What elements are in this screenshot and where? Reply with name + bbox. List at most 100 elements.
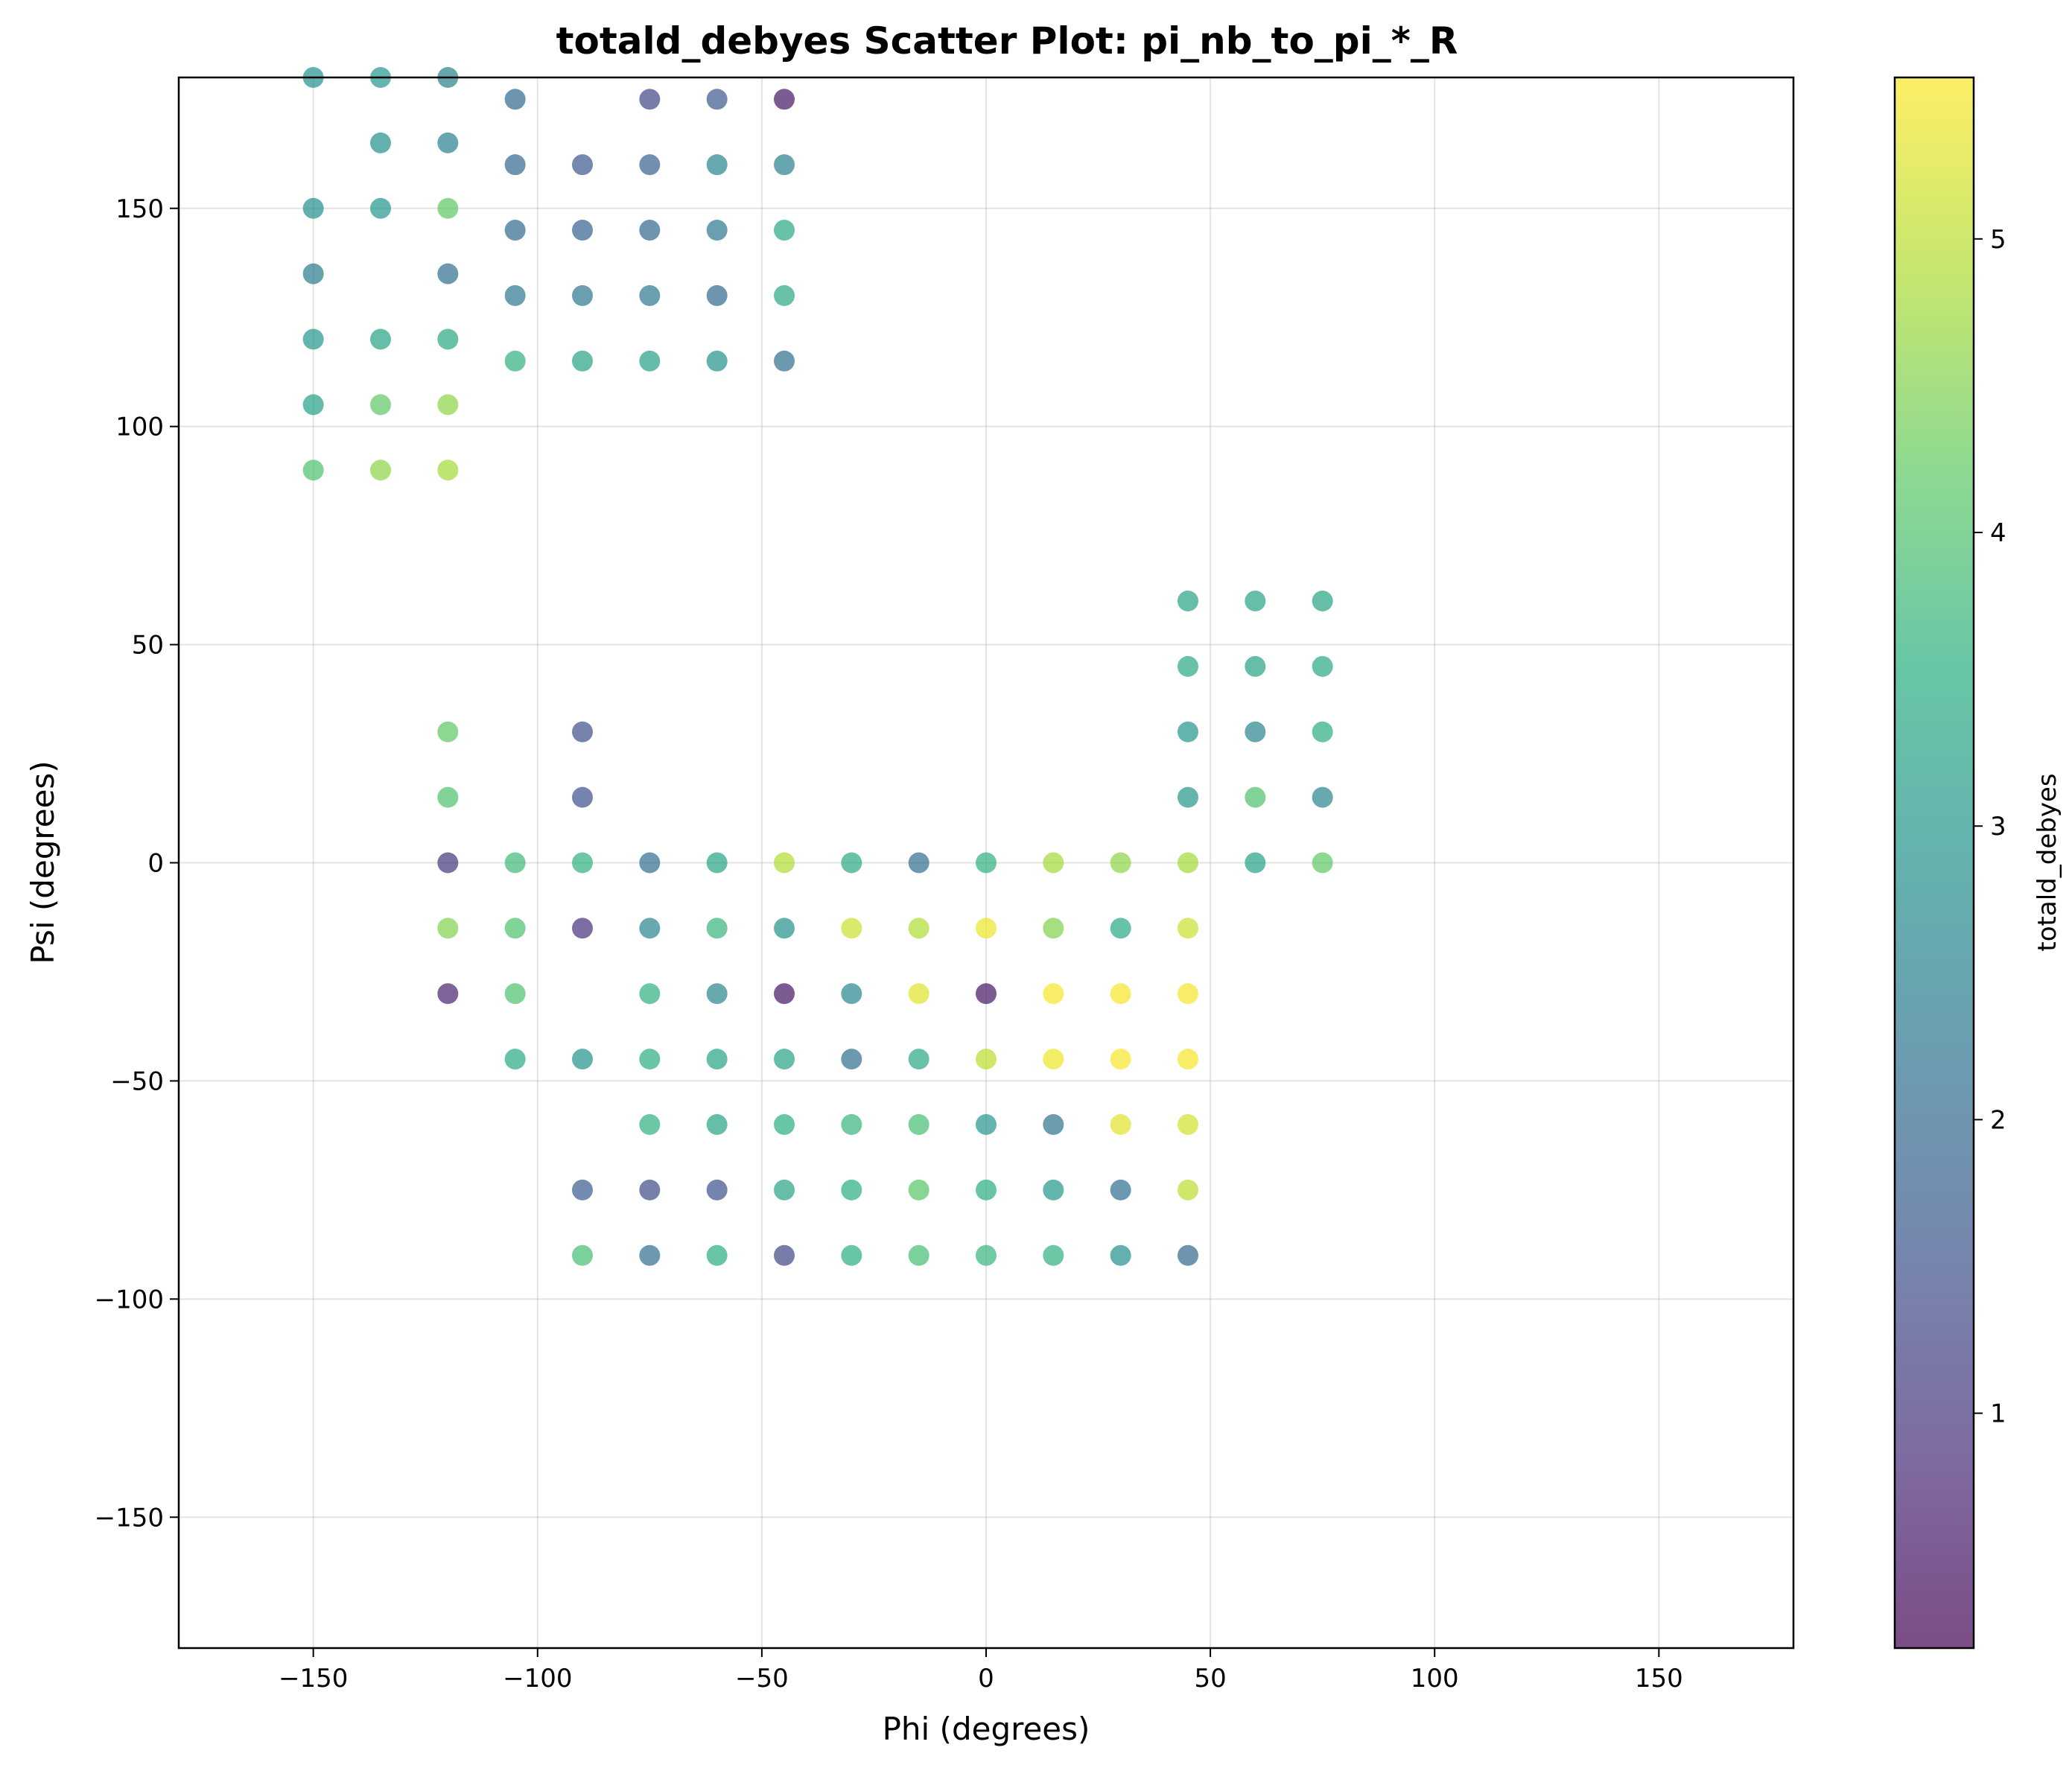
data-point: [976, 1049, 997, 1070]
data-point: [841, 983, 862, 1005]
data-point: [1043, 1114, 1064, 1135]
data-point: [639, 852, 661, 874]
data-point: [841, 1049, 862, 1070]
data-point: [774, 852, 795, 874]
data-point: [706, 220, 728, 241]
data-point: [1043, 852, 1064, 874]
data-point: [639, 918, 661, 939]
data-point: [841, 852, 862, 874]
data-point: [706, 1049, 728, 1070]
data-point: [572, 1049, 593, 1070]
data-point: [572, 1244, 593, 1266]
data-point: [774, 284, 795, 306]
data-point: [1245, 655, 1266, 677]
data-point: [504, 284, 526, 306]
data-point: [1245, 786, 1266, 808]
data-point: [1178, 983, 1198, 1005]
data-point: [1110, 852, 1131, 874]
y-tick-label: 150: [115, 194, 164, 224]
data-point: [908, 1244, 929, 1266]
data-point: [976, 1114, 997, 1135]
data-point: [706, 350, 728, 372]
data-point: [774, 918, 795, 939]
data-point: [706, 852, 728, 874]
data-point: [1245, 591, 1266, 611]
data-point: [841, 1114, 862, 1135]
colorbar-tick-label: 4: [1990, 518, 2006, 548]
colorbar: [1895, 77, 1974, 1648]
colorbar-tick-label: 5: [1990, 225, 2006, 255]
x-tick-label: −150: [279, 1664, 348, 1694]
data-point: [572, 220, 593, 241]
x-axis-ticks: −150 −100 −50 0 50 100 150: [279, 1648, 1683, 1694]
data-point: [302, 459, 324, 481]
x-tick-label: −50: [735, 1664, 789, 1694]
data-point: [1312, 591, 1333, 611]
data-point: [1245, 721, 1266, 742]
data-point: [370, 132, 391, 153]
data-point: [1312, 721, 1333, 742]
data-point: [1110, 1244, 1131, 1266]
data-point: [639, 220, 661, 241]
data-point: [1043, 918, 1064, 939]
data-point: [639, 983, 661, 1005]
data-point: [437, 459, 459, 481]
data-point: [908, 1049, 929, 1070]
x-axis-label: Phi (degrees): [883, 1711, 1090, 1747]
y-tick-label: −100: [95, 1285, 164, 1314]
data-point: [1178, 1114, 1198, 1135]
data-point: [1110, 918, 1131, 939]
data-point: [841, 918, 862, 939]
data-point: [774, 220, 795, 241]
data-point: [639, 1049, 661, 1070]
data-point: [437, 394, 459, 416]
colorbar-tick-label: 3: [1990, 812, 2006, 842]
data-point: [1178, 1244, 1198, 1266]
y-tick-label: 50: [132, 631, 164, 661]
colorbar-label: totald_debyes: [2033, 773, 2062, 951]
y-axis-ticks: −150 −100 −50 0 50 100 150: [95, 194, 179, 1533]
data-point: [1312, 655, 1333, 677]
data-point: [908, 852, 929, 874]
data-point: [1043, 1179, 1064, 1200]
data-points: [302, 67, 1333, 1266]
data-point: [774, 1244, 795, 1266]
data-point: [774, 1049, 795, 1070]
data-point: [706, 154, 728, 176]
data-point: [572, 350, 593, 372]
data-point: [437, 786, 459, 808]
colorbar-ticks: 1 2 3 4 5: [1974, 225, 2006, 1429]
data-point: [572, 786, 593, 808]
data-point: [1245, 852, 1266, 874]
data-point: [908, 1114, 929, 1135]
data-point: [639, 89, 661, 110]
data-point: [302, 197, 324, 219]
data-point: [774, 1114, 795, 1135]
data-point: [774, 154, 795, 176]
data-point: [1312, 852, 1333, 874]
data-point: [1178, 786, 1198, 808]
y-tick-label: 0: [147, 849, 164, 879]
data-point: [504, 89, 526, 110]
data-point: [504, 1049, 526, 1070]
data-point: [1043, 1049, 1064, 1070]
data-point: [841, 1179, 862, 1200]
y-tick-label: −150: [95, 1503, 164, 1533]
data-point: [706, 89, 728, 110]
data-point: [370, 459, 391, 481]
data-point: [370, 394, 391, 416]
data-point: [706, 284, 728, 306]
data-point: [437, 197, 459, 219]
y-tick-label: 100: [115, 413, 164, 442]
data-point: [639, 350, 661, 372]
data-point: [572, 721, 593, 742]
data-point: [639, 1114, 661, 1135]
data-point: [437, 263, 459, 284]
data-point: [976, 983, 997, 1005]
data-point: [572, 918, 593, 939]
data-point: [706, 918, 728, 939]
data-point: [437, 983, 459, 1005]
x-tick-label: 50: [1194, 1664, 1226, 1694]
data-point: [1312, 786, 1333, 808]
